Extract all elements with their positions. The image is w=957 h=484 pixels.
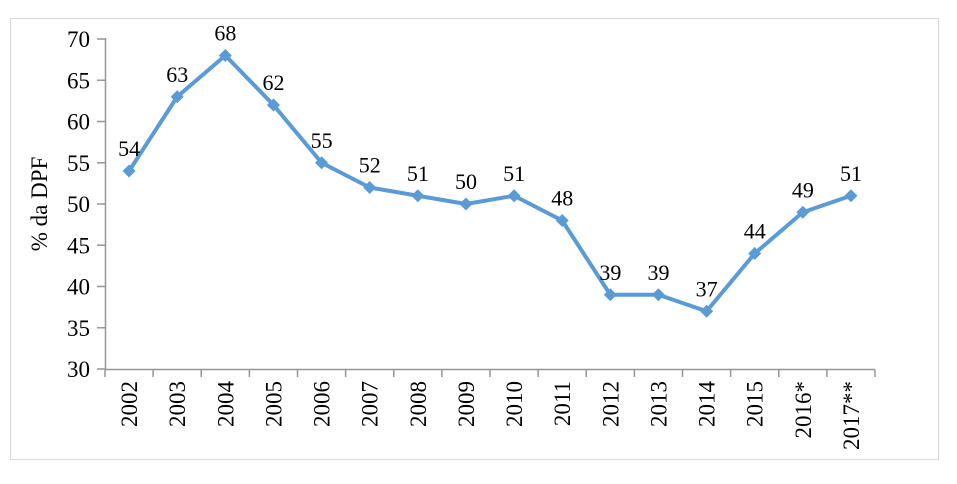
x-axis-tick-label: 2017** [839,381,864,450]
data-point-label: 52 [359,153,381,178]
data-point-label: 37 [696,276,718,301]
y-axis-tick-label: 60 [67,110,90,135]
data-point-label: 51 [407,161,429,186]
chart-figure-frame [10,18,939,460]
x-axis-tick-label: 2008 [406,381,431,427]
x-axis-tick-label: 2014 [695,381,720,428]
data-point-label: 51 [503,161,525,186]
x-axis-tick-label: 2016* [791,381,816,439]
data-point-marker [603,288,617,302]
x-axis-tick-label: 2010 [502,381,527,427]
y-axis-tick-label: 70 [67,27,90,52]
data-point-marker [218,49,232,62]
data-point-label: 48 [551,186,573,211]
y-axis-tick-label: 40 [67,275,90,300]
x-axis-tick-label: 2003 [165,381,190,427]
data-point-label: 63 [166,62,188,87]
y-axis-tick-label: 30 [67,357,90,382]
data-point-marker [844,189,858,203]
x-axis-tick-label: 2005 [261,381,286,427]
x-axis-tick-label: 2004 [213,381,238,428]
data-point-label: 54 [118,136,140,161]
data-point-marker [748,247,762,260]
data-point-label: 49 [792,177,814,202]
y-axis-tick-label: 50 [67,192,90,217]
data-point-label: 39 [599,260,621,285]
y-axis-tick-label: 45 [67,233,90,258]
data-point-marker [315,156,329,170]
data-point-marker [507,189,521,203]
data-point-marker [555,214,569,227]
data-point-label: 55 [311,128,333,153]
data-point-marker [796,205,810,219]
x-axis-tick-label: 2015 [743,381,768,427]
y-axis-tick-label: 35 [67,316,90,341]
data-point-label: 51 [840,161,862,186]
series-line [127,53,853,314]
y-axis-tick-label: 55 [67,151,90,176]
x-axis-tick-label: 2013 [646,381,671,427]
y-axis-title: % da DPF [27,157,52,252]
x-axis-tick-label: 2002 [117,381,142,427]
data-point-marker [459,197,473,211]
x-axis-tick-label: 2012 [598,381,623,427]
data-point-label: 62 [262,70,284,95]
data-point-label: 44 [744,219,766,244]
data-point-marker [363,181,377,194]
data-point-marker [122,164,136,178]
data-point-label: 68 [214,21,236,46]
data-point-label: 39 [647,260,669,285]
x-axis-tick-label: 2007 [358,381,383,427]
data-point-label: 50 [455,169,477,194]
data-point-marker [411,189,425,203]
data-point-marker [651,288,665,302]
data-point-marker [266,98,280,112]
x-axis-tick-label: 2006 [310,381,335,427]
data-point-marker [700,304,714,318]
y-axis-tick-label: 65 [67,68,90,93]
x-axis-tick-label: 2011 [550,381,575,426]
data-point-marker [170,90,184,104]
x-axis-tick-label: 2009 [454,381,479,427]
